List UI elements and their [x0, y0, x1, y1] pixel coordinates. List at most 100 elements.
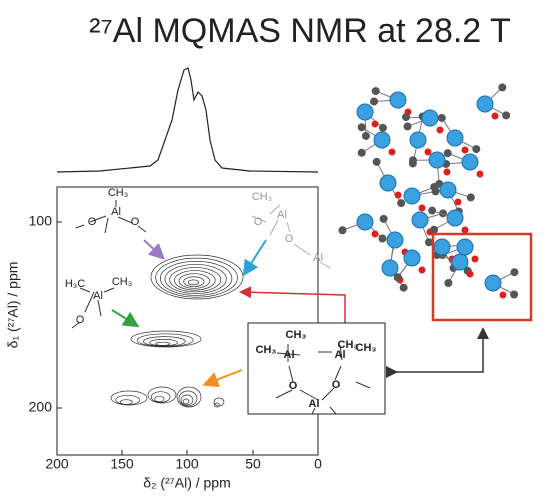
methyl-atom [370, 97, 378, 105]
contour [120, 400, 132, 405]
methyl-atom [502, 111, 510, 119]
molecule-label: Al [111, 206, 121, 218]
methyl-atom [444, 279, 452, 287]
molecule-label: O [88, 216, 97, 228]
methyl-atom [404, 122, 412, 130]
oxygen-atom [477, 171, 484, 178]
methyl-atom [372, 87, 380, 95]
x-tick-label: 100 [175, 456, 199, 472]
methyl-atom [409, 156, 417, 164]
contour [143, 337, 185, 347]
molecule-label: Al [313, 252, 323, 264]
molecular-structure [338, 83, 518, 298]
y-axis-label: δ₁ (²⁷Al) / ppm [5, 262, 21, 349]
methyl-atom [358, 123, 366, 131]
aluminium-atom [447, 130, 463, 146]
molecule-label: O [289, 380, 298, 392]
contour [188, 280, 198, 285]
oxygen-atom [372, 231, 379, 238]
methyl-atom [362, 132, 370, 140]
molecule-label: CH₃ [356, 342, 377, 354]
oxygen-atom [492, 113, 499, 120]
x-tick-label: 50 [245, 456, 261, 472]
contour [177, 387, 201, 407]
oxygen-atom [372, 121, 379, 128]
aluminium-atom [412, 212, 428, 228]
molecule-label: Al [277, 209, 287, 221]
arrow [206, 370, 242, 384]
contour [155, 396, 164, 401]
y-tick-label: 200 [29, 399, 53, 415]
oxygen-atom [455, 199, 462, 206]
arrow [112, 310, 136, 325]
methyl-atom [428, 207, 436, 215]
arrow [242, 292, 345, 323]
methyl-atom [378, 235, 386, 243]
arrow [245, 240, 266, 273]
methyl-atom [510, 268, 518, 276]
contour [214, 398, 224, 406]
oxygen-atom [444, 169, 451, 176]
molecule-label: Al [309, 398, 320, 410]
aluminium-atom [382, 260, 398, 276]
oxygen-atom [389, 149, 396, 156]
methyl-atom [467, 193, 475, 201]
methyl-atom [438, 114, 446, 122]
contour [181, 395, 193, 405]
aluminium-atom [380, 175, 396, 191]
methyl-atom [358, 149, 366, 157]
methyl-atom [430, 226, 438, 234]
projection-spectrum [57, 68, 318, 172]
molecule-label: CH₃ [252, 191, 272, 203]
aluminium-atom [387, 232, 403, 248]
methyl-atom [472, 145, 480, 153]
oxygen-atom [419, 205, 426, 212]
x-tick-label: 200 [45, 456, 69, 472]
oxygen-atom [472, 256, 479, 263]
oxygen-atom [500, 292, 507, 299]
aluminium-atom [357, 214, 373, 230]
oxygen-atom [419, 267, 426, 274]
aluminium-atom [447, 210, 463, 226]
oxygen-atom [462, 147, 469, 154]
methyl-atom [380, 215, 388, 223]
methyl-atom [498, 83, 506, 91]
methyl-atom [432, 187, 440, 195]
aluminium-atom [404, 188, 420, 204]
oxygen-atom [437, 127, 444, 134]
aluminium-atom [404, 250, 420, 266]
molecule-label: Al [335, 349, 346, 361]
oxygen-atom [395, 192, 402, 199]
oxygen-atom [467, 271, 474, 278]
arrow [395, 330, 483, 372]
contour [131, 331, 201, 347]
molecule-label: CH₃ [112, 276, 132, 288]
x-axis-label: δ₂ (²⁷Al) / ppm [143, 475, 231, 491]
oxygen-atom [425, 149, 432, 156]
contour [156, 342, 170, 345]
x-tick-label: 150 [110, 456, 134, 472]
aluminium-atom [434, 239, 450, 255]
molecule-label: O [131, 216, 140, 228]
methyl-atom [397, 199, 405, 207]
aluminium-atom [422, 110, 438, 126]
arrow [144, 240, 162, 257]
aluminium-atom [462, 154, 478, 170]
molecule-label: O [254, 216, 263, 228]
x-tick-label: 0 [314, 456, 322, 472]
aluminium-atom [357, 104, 373, 120]
aluminium-atom [429, 152, 445, 168]
contour [151, 392, 170, 403]
molecule-label: O [76, 314, 85, 326]
molecule-label: CH₃ [108, 187, 128, 199]
aluminium-atom [390, 92, 406, 108]
molecule-label: O [285, 233, 294, 245]
methyl-atom [373, 158, 381, 166]
aluminium-atom [410, 132, 426, 148]
molecule-label: CH₃ [256, 344, 277, 356]
aluminium-atom [477, 96, 493, 112]
slide: ²⁷Al MQMAS NMR at 28.2 T CH₃AlOOCH₃OAlOA… [0, 0, 553, 493]
contour [150, 339, 178, 345]
contour [156, 258, 238, 297]
molecule-label: Al [284, 349, 295, 361]
